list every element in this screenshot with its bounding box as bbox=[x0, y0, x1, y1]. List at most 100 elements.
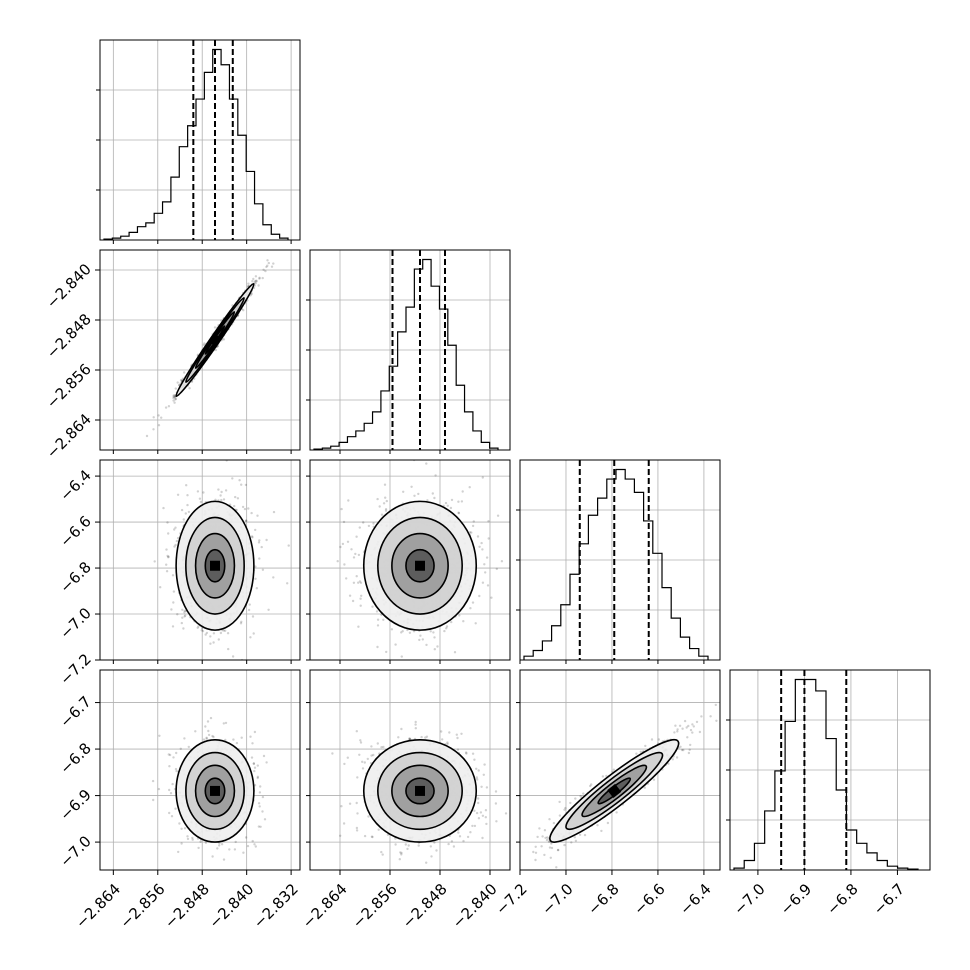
sample-point bbox=[222, 338, 226, 341]
sample-point bbox=[385, 650, 388, 654]
sample-point bbox=[414, 720, 417, 724]
sample-point bbox=[240, 620, 243, 623]
sample-point bbox=[476, 535, 480, 538]
sample-point bbox=[468, 531, 472, 534]
scatter-panel-3-1 bbox=[309, 669, 511, 871]
sample-point bbox=[408, 631, 412, 634]
sample-point bbox=[355, 801, 358, 805]
sample-point bbox=[454, 661, 456, 663]
sample-point bbox=[534, 858, 537, 862]
sample-point bbox=[357, 581, 360, 584]
sample-point bbox=[390, 628, 394, 631]
sample-point bbox=[407, 844, 410, 847]
sample-point bbox=[487, 537, 490, 540]
sample-point bbox=[202, 738, 206, 741]
sample-point bbox=[222, 722, 225, 725]
sample-point bbox=[261, 276, 264, 280]
sample-point bbox=[468, 486, 471, 489]
sample-point bbox=[414, 727, 417, 730]
sample-point bbox=[197, 846, 200, 850]
sample-point bbox=[186, 494, 189, 497]
sample-point bbox=[186, 835, 189, 838]
sample-point bbox=[221, 683, 223, 685]
sample-point bbox=[169, 792, 173, 795]
sample-point bbox=[261, 795, 265, 799]
sample-point bbox=[199, 500, 203, 504]
panel-frame bbox=[99, 249, 301, 451]
sample-point bbox=[469, 831, 472, 834]
sample-point bbox=[394, 643, 397, 646]
sample-point bbox=[170, 608, 173, 611]
sample-point bbox=[173, 545, 176, 548]
sample-point bbox=[248, 603, 251, 606]
sample-point bbox=[429, 630, 432, 633]
sample-point bbox=[176, 381, 179, 384]
sample-point bbox=[359, 741, 363, 744]
sample-point bbox=[548, 846, 552, 849]
sample-point bbox=[251, 839, 254, 843]
sample-point bbox=[433, 841, 436, 844]
sample-point bbox=[183, 611, 186, 614]
sample-point bbox=[258, 557, 261, 560]
sample-point bbox=[256, 514, 259, 517]
sample-point bbox=[348, 594, 352, 597]
sample-point bbox=[355, 575, 358, 578]
sample-point bbox=[494, 790, 498, 793]
histogram-steps bbox=[103, 48, 289, 240]
sample-point bbox=[247, 507, 250, 510]
sample-point bbox=[485, 822, 488, 826]
sample-point bbox=[255, 279, 258, 282]
sample-point bbox=[205, 631, 209, 635]
sample-point bbox=[234, 840, 237, 844]
sample-point bbox=[477, 817, 481, 820]
sample-point bbox=[380, 513, 384, 516]
sample-point bbox=[181, 616, 184, 619]
sample-point bbox=[152, 428, 155, 431]
histogram-panel-3 bbox=[726, 669, 931, 871]
sample-point bbox=[244, 836, 248, 839]
sample-point bbox=[174, 543, 177, 547]
sample-point bbox=[212, 735, 215, 739]
sample-point bbox=[263, 818, 267, 821]
sample-point bbox=[436, 645, 439, 648]
sample-point bbox=[400, 853, 403, 856]
sample-point bbox=[494, 802, 498, 805]
sample-point bbox=[355, 829, 359, 832]
histogram-panel-1 bbox=[306, 249, 511, 451]
sample-point bbox=[272, 576, 275, 579]
sample-point bbox=[434, 474, 437, 477]
sample-point bbox=[207, 729, 210, 733]
sample-point bbox=[475, 767, 478, 770]
sample-point bbox=[206, 720, 210, 723]
scatter-panel-3-0 bbox=[99, 669, 301, 871]
sample-point bbox=[462, 620, 465, 623]
sample-point bbox=[457, 511, 460, 514]
sample-point bbox=[167, 556, 170, 559]
sample-point bbox=[251, 615, 255, 618]
sample-point bbox=[152, 798, 155, 802]
sample-point bbox=[336, 560, 339, 563]
sample-point bbox=[473, 758, 476, 761]
sample-point bbox=[358, 526, 361, 529]
sample-point bbox=[667, 762, 670, 765]
sample-point bbox=[171, 625, 175, 628]
density-layer bbox=[151, 716, 268, 861]
sample-point bbox=[244, 483, 248, 487]
density-peak bbox=[210, 560, 220, 571]
sample-point bbox=[376, 618, 380, 621]
sample-point bbox=[421, 638, 424, 641]
sample-point bbox=[471, 524, 475, 528]
sample-point bbox=[251, 536, 254, 539]
sample-point bbox=[257, 802, 261, 805]
sample-point bbox=[401, 630, 404, 633]
sample-point bbox=[224, 489, 228, 492]
sample-point bbox=[168, 811, 171, 815]
sample-point bbox=[217, 488, 220, 491]
sample-point bbox=[233, 848, 237, 851]
sample-point bbox=[363, 761, 366, 764]
sample-point bbox=[445, 627, 448, 630]
sample-point bbox=[182, 518, 185, 521]
sample-point bbox=[473, 809, 476, 812]
scatter-panel-2-1 bbox=[309, 459, 511, 663]
